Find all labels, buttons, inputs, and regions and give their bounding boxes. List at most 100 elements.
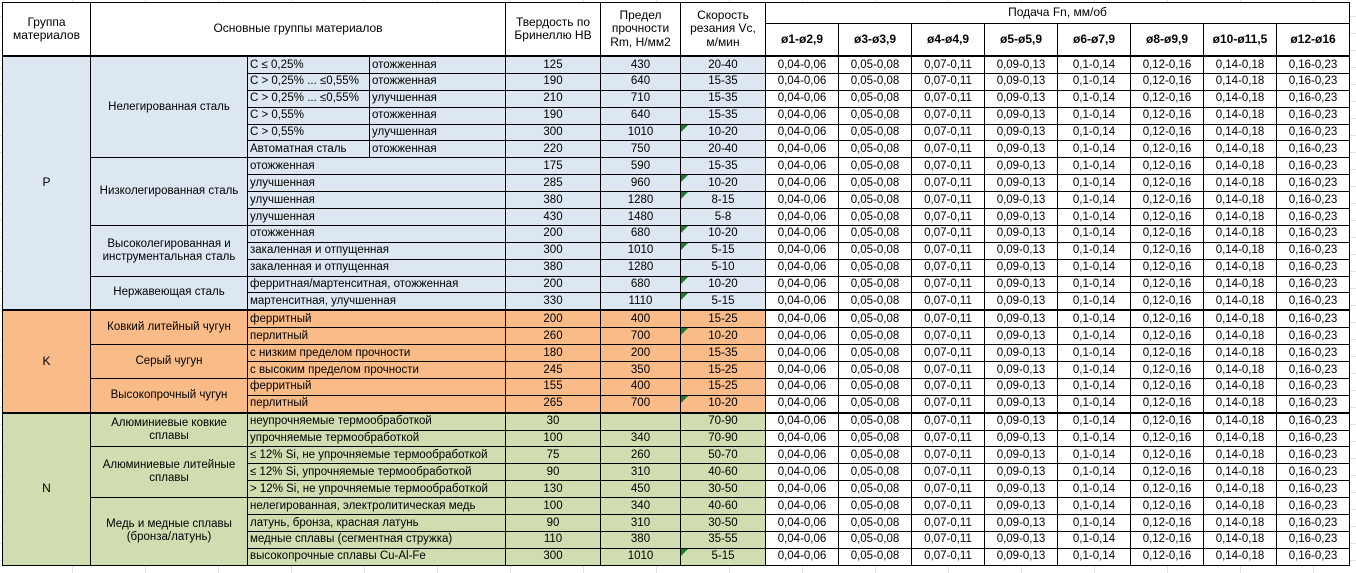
feed-value-cell[interactable]: 0,12-0,16 [1130, 72, 1204, 91]
feed-value-cell[interactable]: 0,05-0,08 [838, 72, 912, 91]
family-name-cell[interactable]: Медь и медные сплавы (бронза/латунь) [90, 497, 248, 566]
hardness-cell[interactable]: 260 [505, 327, 601, 346]
feed-value-cell[interactable]: 0,1-0,14 [1057, 140, 1131, 159]
cutting-speed-cell[interactable]: 10-20 [680, 224, 766, 243]
feed-value-cell[interactable]: 0,12-0,16 [1130, 344, 1204, 363]
cutting-speed-cell[interactable]: 5-15 [680, 547, 766, 566]
material-detail-cell[interactable]: улучшенная [247, 191, 506, 210]
material-detail-cell[interactable]: ферритная/мартенситная, отожженная [247, 275, 506, 294]
feed-value-cell[interactable]: 0,05-0,08 [838, 394, 912, 414]
strength-cell[interactable]: 340 [600, 429, 681, 448]
feed-value-cell[interactable]: 0,04-0,06 [765, 191, 839, 210]
feed-value-cell[interactable]: 0,09-0,13 [984, 224, 1058, 243]
feed-value-cell[interactable]: 0,05-0,08 [838, 411, 912, 431]
cutting-speed-cell[interactable]: 10-20 [680, 327, 766, 346]
cutting-speed-cell[interactable]: 70-90 [680, 411, 766, 431]
hardness-cell[interactable]: 190 [505, 72, 601, 91]
feed-value-cell[interactable]: 0,1-0,14 [1057, 123, 1131, 142]
feed-value-cell[interactable]: 0,09-0,13 [984, 292, 1058, 311]
feed-value-cell[interactable]: 0,16-0,23 [1276, 309, 1350, 329]
feed-value-cell[interactable]: 0,07-0,11 [911, 463, 985, 482]
material-detail-cell[interactable]: отожженная [369, 72, 506, 91]
feed-value-cell[interactable]: 0,09-0,13 [984, 140, 1058, 159]
feed-value-cell[interactable]: 0,04-0,06 [765, 547, 839, 566]
feed-value-cell[interactable]: 0,04-0,06 [765, 140, 839, 159]
feed-value-cell[interactable]: 0,04-0,06 [765, 258, 839, 277]
feed-value-cell[interactable]: 0,05-0,08 [838, 514, 912, 532]
feed-value-cell[interactable]: 0,05-0,08 [838, 224, 912, 243]
strength-cell[interactable]: 590 [600, 157, 681, 176]
feed-value-cell[interactable]: 0,07-0,11 [911, 174, 985, 193]
strength-cell[interactable]: 450 [600, 480, 681, 499]
feed-value-cell[interactable]: 0,1-0,14 [1057, 429, 1131, 448]
feed-value-cell[interactable]: 0,07-0,11 [911, 191, 985, 210]
hardness-cell[interactable]: 100 [505, 497, 601, 516]
material-detail-cell[interactable]: закаленная и отпущенная [247, 241, 506, 260]
feed-value-cell[interactable]: 0,04-0,06 [765, 394, 839, 414]
cutting-speed-cell[interactable]: 10-20 [680, 394, 766, 414]
feed-value-cell[interactable]: 0,12-0,16 [1130, 157, 1204, 176]
hardness-cell[interactable]: 130 [505, 480, 601, 499]
strength-cell[interactable]: 700 [600, 327, 681, 346]
feed-value-cell[interactable]: 0,05-0,08 [838, 309, 912, 329]
feed-value-cell[interactable]: 0,12-0,16 [1130, 275, 1204, 294]
feed-value-cell[interactable]: 0,12-0,16 [1130, 224, 1204, 243]
feed-value-cell[interactable]: 0,07-0,11 [911, 224, 985, 243]
feed-value-cell[interactable]: 0,16-0,23 [1276, 241, 1350, 260]
feed-value-cell[interactable]: 0,07-0,11 [911, 89, 985, 108]
feed-value-cell[interactable]: 0,09-0,13 [984, 463, 1058, 482]
feed-value-cell[interactable]: 0,05-0,08 [838, 530, 912, 549]
hardness-cell[interactable]: 265 [505, 394, 601, 414]
feed-value-cell[interactable]: 0,05-0,08 [838, 292, 912, 311]
feed-value-cell[interactable]: 0,04-0,06 [765, 327, 839, 346]
feed-value-cell[interactable]: 0,14-0,18 [1203, 446, 1277, 465]
feed-value-cell[interactable]: 0,07-0,11 [911, 106, 985, 125]
strength-cell[interactable]: 1480 [600, 208, 681, 226]
feed-value-cell[interactable]: 0,12-0,16 [1130, 241, 1204, 260]
feed-value-cell[interactable]: 0,09-0,13 [984, 480, 1058, 499]
header-tensile-strength[interactable]: Предел прочности Rm, Н/мм2 [600, 2, 681, 57]
feed-value-cell[interactable]: 0,07-0,11 [911, 275, 985, 294]
cutting-speed-cell[interactable]: 10-20 [680, 275, 766, 294]
feed-value-cell[interactable]: 0,04-0,06 [765, 344, 839, 363]
feed-value-cell[interactable]: 0,05-0,08 [838, 463, 912, 482]
feed-value-cell[interactable]: 0,1-0,14 [1057, 72, 1131, 91]
strength-cell[interactable] [600, 411, 681, 431]
cutting-speed-cell[interactable]: 35-55 [680, 530, 766, 549]
feed-value-cell[interactable]: 0,14-0,18 [1203, 530, 1277, 549]
feed-value-cell[interactable]: 0,16-0,23 [1276, 344, 1350, 363]
cutting-speed-cell[interactable]: 20-40 [680, 140, 766, 159]
feed-value-cell[interactable]: 0,04-0,06 [765, 123, 839, 142]
feed-value-cell[interactable]: 0,1-0,14 [1057, 292, 1131, 311]
feed-value-cell[interactable]: 0,12-0,16 [1130, 429, 1204, 448]
feed-value-cell[interactable]: 0,14-0,18 [1203, 394, 1277, 414]
feed-value-cell[interactable]: 0,14-0,18 [1203, 241, 1277, 260]
feed-value-cell[interactable]: 0,1-0,14 [1057, 241, 1131, 260]
material-detail-cell[interactable]: ≤ 12% Si, упрочняемые термообработкой [247, 463, 506, 482]
feed-value-cell[interactable]: 0,09-0,13 [984, 497, 1058, 516]
feed-value-cell[interactable]: 0,14-0,18 [1203, 89, 1277, 108]
feed-value-cell[interactable]: 0,05-0,08 [838, 480, 912, 499]
feed-value-cell[interactable]: 0,16-0,23 [1276, 123, 1350, 142]
header-feed-diameter[interactable]: ø5-ø5,9 [984, 23, 1058, 57]
feed-value-cell[interactable]: 0,1-0,14 [1057, 309, 1131, 329]
feed-value-cell[interactable]: 0,04-0,06 [765, 174, 839, 193]
feed-value-cell[interactable]: 0,09-0,13 [984, 258, 1058, 277]
material-detail-cell[interactable]: упрочняемые термообработкой [247, 429, 506, 448]
hardness-cell[interactable]: 90 [505, 463, 601, 482]
cutting-speed-cell[interactable]: 10-20 [680, 123, 766, 142]
strength-cell[interactable]: 1010 [600, 123, 681, 142]
feed-value-cell[interactable]: 0,16-0,23 [1276, 463, 1350, 482]
feed-value-cell[interactable]: 0,16-0,23 [1276, 140, 1350, 159]
feed-value-cell[interactable]: 0,07-0,11 [911, 377, 985, 396]
feed-value-cell[interactable]: 0,14-0,18 [1203, 309, 1277, 329]
feed-value-cell[interactable]: 0,16-0,23 [1276, 191, 1350, 210]
feed-value-cell[interactable]: 0,09-0,13 [984, 361, 1058, 379]
feed-value-cell[interactable]: 0,14-0,18 [1203, 327, 1277, 346]
material-detail-cell[interactable]: закаленная и отпущенная [247, 258, 506, 277]
strength-cell[interactable]: 640 [600, 72, 681, 91]
material-detail-cell[interactable]: с низким пределом прочности [247, 344, 506, 363]
material-detail-cell[interactable]: ферритный [247, 309, 506, 329]
feed-value-cell[interactable]: 0,12-0,16 [1130, 446, 1204, 465]
strength-cell[interactable]: 640 [600, 106, 681, 125]
